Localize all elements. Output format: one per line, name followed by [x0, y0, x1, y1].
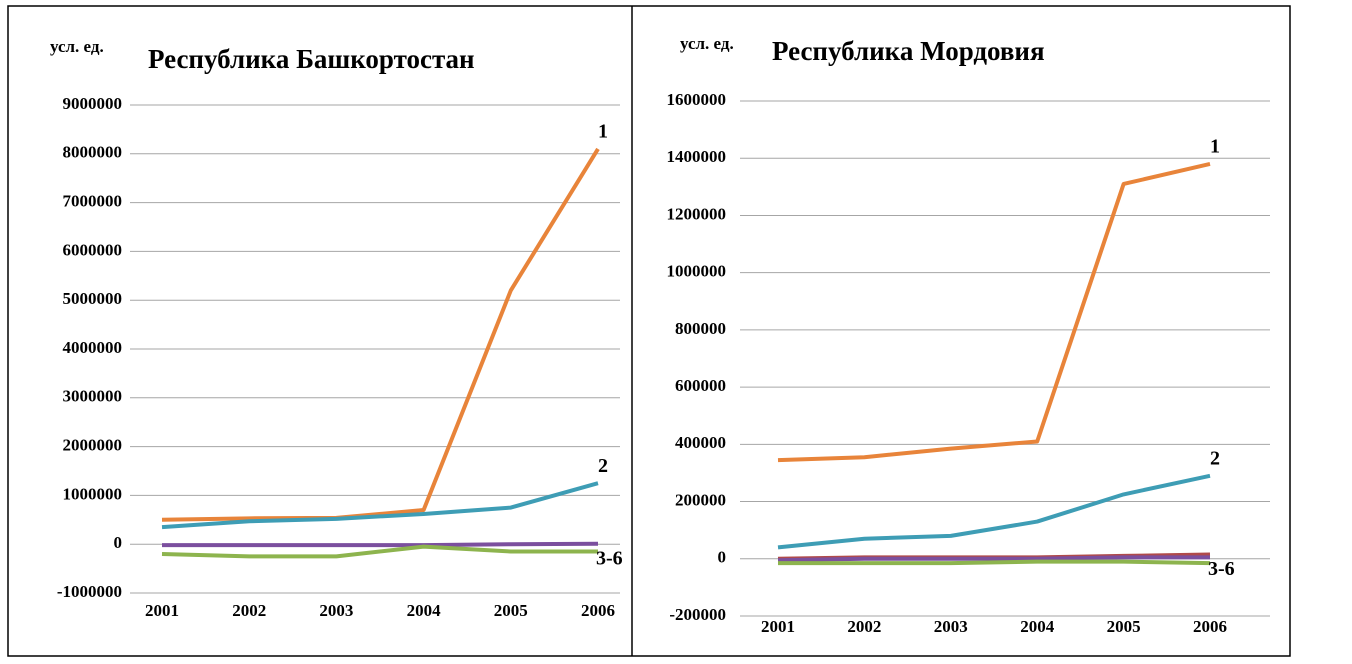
y-tick-label: 0 [114, 533, 123, 552]
x-tick-label: 2004 [407, 601, 442, 620]
series-line [161, 544, 598, 559]
y-tick-label: 800000 [675, 319, 726, 338]
y-tick-label: 9000000 [63, 94, 123, 113]
annotation: 2 [1210, 447, 1220, 469]
y-tick-label: -200000 [669, 605, 726, 624]
y-tick-label: 6000000 [63, 240, 123, 259]
x-tick-label: 2003 [934, 617, 968, 636]
y-tick-label: -1000000 [57, 582, 122, 601]
y-tick-label: 1600000 [667, 90, 727, 109]
chart-title: Республика Башкортостан [148, 44, 475, 74]
x-tick-label: 2002 [232, 601, 266, 620]
series-line [161, 481, 599, 530]
chart-title: Республика Мордовия [772, 36, 1045, 66]
y-tick-label: 8000000 [63, 143, 123, 162]
y-tick-label: 400000 [675, 433, 726, 452]
y-tick-label: 600000 [675, 376, 726, 395]
x-tick-label: 2005 [494, 601, 528, 620]
x-tick-label: 2003 [319, 601, 353, 620]
annotation: 1 [598, 121, 608, 143]
series-line [162, 541, 599, 548]
y-axis-label: усл. ед. [680, 34, 734, 53]
y-tick-label: 5000000 [63, 289, 123, 308]
x-tick-label: 2001 [145, 601, 179, 620]
x-tick-label: 2004 [1020, 617, 1055, 636]
series-line [777, 555, 1210, 563]
x-tick-label: 2006 [581, 601, 615, 620]
annotation: 3-6 [596, 547, 623, 569]
x-tick-label: 2006 [1193, 617, 1227, 636]
y-tick-label: 4000000 [63, 338, 123, 357]
x-tick-label: 2005 [1107, 617, 1141, 636]
series-line [777, 161, 1211, 463]
series-line [777, 473, 1211, 550]
y-tick-label: 0 [718, 548, 727, 567]
annotation: 2 [598, 455, 608, 477]
y-tick-label: 1400000 [667, 147, 727, 166]
x-tick-label: 2001 [761, 617, 795, 636]
y-tick-label: 1200000 [667, 204, 727, 223]
series-line [161, 147, 600, 522]
y-axis-label: усл. ед. [50, 37, 104, 56]
y-tick-label: 2000000 [63, 436, 123, 455]
y-tick-label: 200000 [675, 490, 726, 509]
y-tick-label: 3000000 [63, 387, 123, 406]
annotation: 1 [1210, 136, 1220, 158]
frame [7, 5, 1291, 657]
y-tick-label: 7000000 [63, 192, 123, 211]
annotation: 3-6 [1208, 558, 1235, 580]
y-tick-label: 1000000 [63, 484, 123, 503]
y-tick-label: 1000000 [667, 262, 727, 281]
x-tick-label: 2002 [847, 617, 881, 636]
series-line [778, 559, 1211, 566]
